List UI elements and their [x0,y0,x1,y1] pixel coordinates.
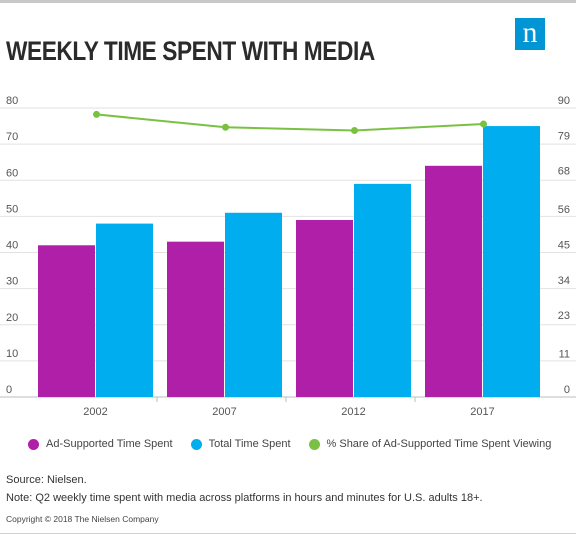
legend-swatch [28,438,39,450]
y-left-tick-label: 80 [6,95,18,107]
legend: Ad-Supported Time Spent Total Time Spent%… [28,436,569,452]
y-right-tick-label: 34 [558,275,570,287]
y-left-tick-label: 20 [6,312,18,324]
y-right-tick-label: 79 [558,130,570,142]
y-left-tick-label: 50 [6,203,18,215]
copyright-text: Copyright © 2018 The Nielsen Company [6,514,159,524]
share-line [96,113,484,132]
x-tick-label: 2007 [212,406,236,418]
y-right-tick-label: 56 [558,204,570,216]
x-tick-label: 2002 [83,406,107,418]
legend-label: Ad-Supported Time Spent [46,438,173,450]
share-point [222,123,229,131]
chart-area: 0 10 20 30 40 50 60 70 80 0 11 23 34 45 56 68 79 90 2002 20… [0,95,576,418]
ad-supported-bar [38,245,95,397]
total-time-bar [354,183,411,397]
y-right-tick-label: 68 [558,166,570,178]
x-tick-label: 2012 [341,406,365,418]
chart-title: WEEKLY TIME SPENT WITH MEDIA [6,36,375,66]
y-left-tick-label: 10 [6,348,18,360]
y-left-tick-label: 30 [6,276,18,288]
y-left-tick-label: 60 [6,167,18,179]
y-right-tick-label: 23 [558,310,570,322]
legend-label: Total Time Spent [208,438,291,450]
legend-swatch [190,438,202,450]
share-point [351,126,358,134]
y-left-tick-label: 70 [6,131,18,143]
legend-label: % Share of Ad-Supported Time Spent Viewi… [326,438,552,450]
ad-supported-bar [296,219,353,397]
y-right-tick-label: 0 [564,384,570,396]
ad-supported-bar [425,165,482,397]
legend-swatch [308,438,320,450]
legend-item: Ad-Supported Time Spent [28,438,173,450]
total-time-bar [96,223,153,397]
ad-supported-bar [167,241,224,397]
legend-item: Total Time Spent [190,438,291,450]
y-left-tick-label: 0 [6,384,12,396]
bottom-border [0,533,576,534]
total-time-bar [483,126,540,397]
total-time-bar [225,212,282,397]
y-right-tick-label: 11 [559,349,570,361]
share-point [93,110,100,118]
top-border [0,0,576,3]
share-point [480,120,487,128]
source-text: Source: Nielsen. [6,474,87,486]
legend-item: % Share of Ad-Supported Time Spent Viewi… [308,438,552,450]
x-tick-label: 2017 [470,406,494,418]
y-right-tick-label: 45 [558,240,570,252]
note-text: Note: Q2 weekly time spent with media ac… [6,492,483,504]
nielsen-logo: n [515,18,545,50]
y-right-tick-label: 90 [558,95,570,107]
y-left-tick-label: 40 [6,240,18,252]
